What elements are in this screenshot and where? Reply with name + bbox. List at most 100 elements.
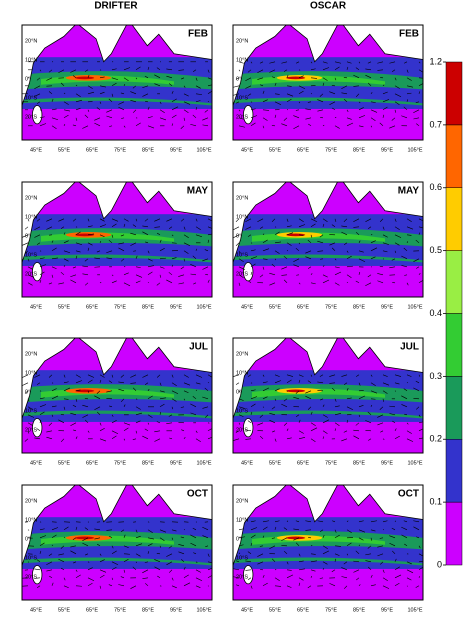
arrow bbox=[370, 529, 376, 532]
arrow bbox=[235, 560, 240, 563]
land bbox=[243, 105, 254, 125]
arrow bbox=[406, 585, 408, 587]
field bbox=[233, 254, 423, 263]
arrow bbox=[75, 569, 78, 572]
arrow bbox=[24, 250, 29, 254]
arrow bbox=[274, 577, 280, 582]
arrow bbox=[233, 226, 240, 231]
arrow bbox=[72, 266, 77, 269]
arrow bbox=[171, 382, 177, 387]
arrow bbox=[293, 528, 300, 531]
arrow bbox=[346, 520, 349, 523]
arrow bbox=[51, 414, 54, 417]
arrow bbox=[346, 109, 349, 113]
arrow bbox=[401, 534, 408, 539]
arrow bbox=[271, 263, 276, 268]
arrow bbox=[370, 520, 378, 523]
arrow bbox=[75, 389, 81, 392]
arrow bbox=[99, 101, 102, 104]
arrow bbox=[142, 85, 149, 89]
arrow bbox=[171, 406, 174, 410]
arrow bbox=[75, 380, 83, 384]
arrow bbox=[180, 406, 185, 408]
arrow bbox=[377, 61, 384, 64]
arrow bbox=[202, 535, 209, 539]
arrow bbox=[341, 85, 348, 90]
arrow bbox=[406, 69, 409, 73]
month-label: OCT bbox=[187, 489, 208, 500]
arrow bbox=[355, 550, 360, 555]
arrow bbox=[334, 266, 340, 269]
arrow bbox=[370, 584, 376, 587]
arrow bbox=[46, 561, 53, 566]
arrow bbox=[99, 585, 102, 589]
arrow bbox=[394, 218, 397, 222]
arrow bbox=[367, 82, 372, 87]
arrow bbox=[391, 117, 396, 121]
arrow bbox=[274, 520, 280, 523]
arrow bbox=[391, 258, 396, 261]
arrow bbox=[394, 435, 400, 440]
arrow bbox=[416, 266, 420, 269]
arrow bbox=[51, 117, 59, 121]
map-field bbox=[233, 338, 423, 453]
arrow bbox=[346, 255, 352, 260]
arrow bbox=[111, 550, 117, 555]
lat-tick-label: 20°S bbox=[25, 114, 37, 120]
arrow bbox=[274, 114, 277, 118]
arrow bbox=[286, 225, 292, 228]
arrow bbox=[322, 414, 328, 418]
arrow bbox=[406, 374, 412, 377]
arrow bbox=[298, 282, 301, 285]
arrow bbox=[286, 93, 294, 97]
arrow bbox=[106, 109, 113, 113]
arrow bbox=[358, 395, 366, 400]
arrow bbox=[281, 274, 288, 276]
map-panel: JUL 20°N 10°N 0° 10°S 20°S 45°E 55°E 65°E 75°E 85°… bbox=[232, 337, 424, 466]
arrow bbox=[87, 74, 90, 78]
land bbox=[78, 182, 127, 220]
land bbox=[131, 182, 212, 217]
arrow bbox=[298, 90, 304, 95]
arrow bbox=[247, 577, 252, 581]
arrow bbox=[84, 527, 89, 531]
arrow bbox=[394, 85, 400, 89]
arrow bbox=[250, 520, 256, 523]
arrow bbox=[295, 61, 300, 64]
arrow bbox=[250, 271, 253, 275]
land bbox=[78, 338, 127, 376]
arrow bbox=[63, 265, 66, 267]
lat-tick-label: 10°S bbox=[25, 555, 37, 561]
arrow bbox=[322, 404, 325, 407]
arrow bbox=[250, 108, 256, 111]
arrow bbox=[96, 411, 101, 416]
arrow bbox=[353, 429, 360, 432]
field bbox=[75, 536, 95, 540]
arrow bbox=[183, 398, 186, 401]
arrow bbox=[111, 545, 114, 549]
arrow bbox=[156, 67, 161, 71]
lat-tick-label: 10°S bbox=[236, 555, 248, 561]
arrow bbox=[94, 537, 101, 540]
arrow bbox=[75, 574, 81, 579]
arrow bbox=[130, 585, 137, 589]
colorbar-label: 0.3 bbox=[429, 371, 442, 381]
lon-tick-label: 105°E bbox=[407, 147, 422, 153]
arrow bbox=[195, 234, 203, 238]
lon-tick-label: 105°E bbox=[196, 460, 211, 466]
arrow bbox=[108, 535, 113, 539]
arrow bbox=[159, 274, 162, 278]
frame bbox=[232, 24, 424, 141]
arrow bbox=[75, 255, 78, 259]
arrow bbox=[123, 545, 129, 549]
arrow bbox=[135, 398, 138, 400]
arrow bbox=[346, 542, 352, 547]
arrow bbox=[416, 536, 420, 539]
arrow bbox=[27, 406, 33, 410]
arrow bbox=[183, 117, 186, 121]
arrow bbox=[154, 559, 161, 563]
arrow bbox=[75, 242, 83, 246]
arrow bbox=[159, 403, 165, 408]
arrow bbox=[192, 255, 197, 260]
lon-tick-label: 55°E bbox=[58, 460, 70, 466]
